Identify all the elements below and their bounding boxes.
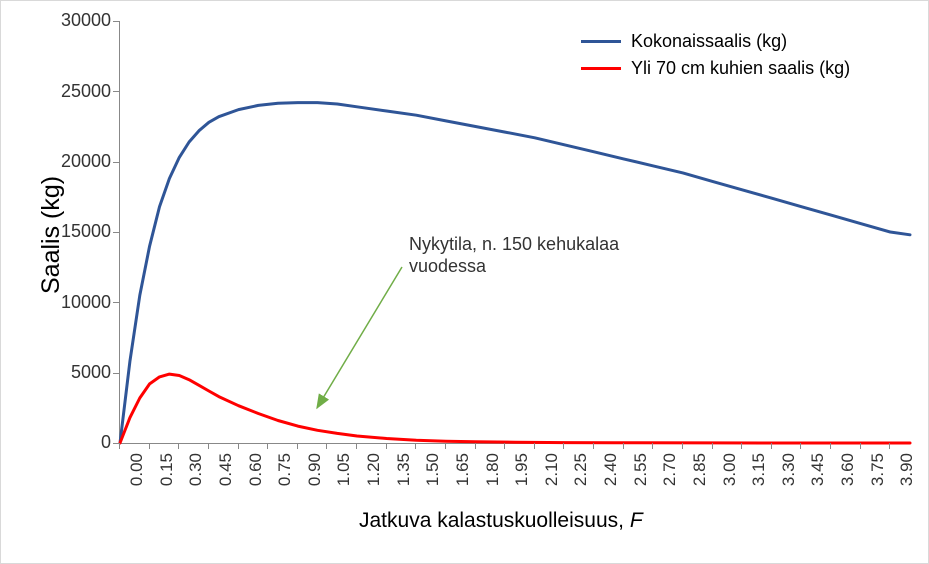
x-tick-mark [771,443,772,449]
x-tick-mark [178,443,179,449]
x-tick-label: 3.60 [838,453,858,503]
x-tick-mark [356,443,357,449]
x-tick-mark [860,443,861,449]
x-tick-label: 3.00 [720,453,740,503]
x-tick-label: 2.55 [631,453,651,503]
x-tick-mark [741,443,742,449]
y-tick-label: 10000 [51,292,111,313]
x-axis-label: Jatkuva kalastuskuolleisuus, F [359,509,643,533]
x-tick-mark [623,443,624,449]
legend-item: Yli 70 cm kuhien saalis (kg) [581,58,850,79]
annotation-arrow [317,267,402,408]
x-tick-label: 2.40 [601,453,621,503]
x-tick-mark [119,443,120,449]
x-tick-mark [593,443,594,449]
y-tick-mark [113,21,119,22]
legend: Kokonaissaalis (kg) Yli 70 cm kuhien saal… [581,31,850,79]
x-tick-mark [208,443,209,449]
legend-swatch [581,40,621,43]
x-tick-label: 1.50 [423,453,443,503]
x-tick-mark [267,443,268,449]
plot-area [119,21,910,444]
y-tick-label: 20000 [51,151,111,172]
x-tick-label: 1.05 [334,453,354,503]
y-tick-mark [113,232,119,233]
y-tick-mark [113,373,119,374]
x-tick-label: 2.70 [660,453,680,503]
x-tick-mark [682,443,683,449]
x-tick-label: 0.30 [186,453,206,503]
x-tick-label: 0.90 [305,453,325,503]
annotation-line: vuodessa [409,256,619,278]
x-label-var: F [630,509,643,532]
x-label-text: Jatkuva kalastuskuolleisuus, [359,509,630,532]
x-tick-mark [563,443,564,449]
x-tick-label: 1.65 [453,453,473,503]
chart-frame: Saalis (kg) Jatkuva kalastuskuolleisuus,… [0,0,929,564]
x-tick-label: 0.00 [127,453,147,503]
x-tick-label: 0.45 [216,453,236,503]
x-tick-mark [889,443,890,449]
x-tick-label: 0.15 [157,453,177,503]
x-tick-mark [800,443,801,449]
x-tick-mark [712,443,713,449]
x-tick-label: 3.15 [749,453,769,503]
plot-svg [120,21,910,443]
legend-swatch [581,67,621,70]
x-tick-label: 0.60 [246,453,266,503]
x-tick-label: 1.95 [512,453,532,503]
annotation-line: Nykytila, n. 150 kehukalaa [409,234,619,256]
series-line [120,374,910,443]
annotation-text: Nykytila, n. 150 kehukalaavuodessa [409,234,619,277]
legend-label: Kokonaissaalis (kg) [631,31,787,52]
x-tick-label: 0.75 [275,453,295,503]
y-tick-label: 15000 [51,221,111,242]
x-tick-mark [504,443,505,449]
x-tick-label: 3.45 [808,453,828,503]
x-tick-mark [534,443,535,449]
x-tick-label: 2.85 [690,453,710,503]
x-tick-mark [386,443,387,449]
x-tick-mark [830,443,831,449]
y-tick-mark [113,302,119,303]
y-tick-label: 5000 [51,362,111,383]
legend-item: Kokonaissaalis (kg) [581,31,850,52]
x-tick-mark [475,443,476,449]
x-tick-label: 3.30 [779,453,799,503]
x-tick-label: 3.90 [897,453,917,503]
x-tick-label: 2.10 [542,453,562,503]
legend-label: Yli 70 cm kuhien saalis (kg) [631,58,850,79]
x-tick-mark [149,443,150,449]
x-tick-mark [652,443,653,449]
y-tick-mark [113,91,119,92]
x-tick-label: 1.20 [364,453,384,503]
y-tick-label: 30000 [51,10,111,31]
x-tick-label: 1.80 [483,453,503,503]
x-tick-label: 1.35 [394,453,414,503]
y-tick-label: 25000 [51,81,111,102]
x-tick-label: 2.25 [571,453,591,503]
x-tick-label: 3.75 [868,453,888,503]
y-tick-mark [113,162,119,163]
x-tick-mark [238,443,239,449]
y-tick-label: 0 [51,432,111,453]
x-tick-mark [326,443,327,449]
x-tick-mark [445,443,446,449]
x-tick-mark [415,443,416,449]
x-tick-mark [297,443,298,449]
